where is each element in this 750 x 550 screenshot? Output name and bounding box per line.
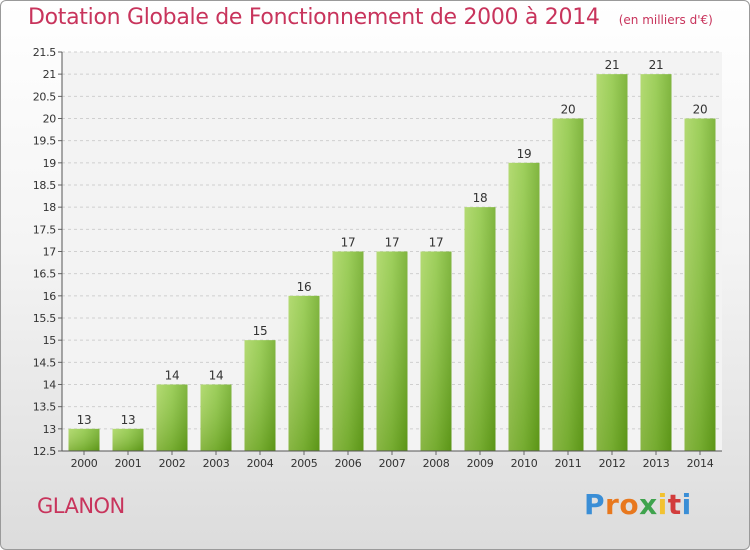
y-tick-label: 20 bbox=[43, 113, 57, 126]
bar-shade bbox=[244, 340, 276, 451]
x-tick-label: 2009 bbox=[467, 457, 494, 470]
x-tick-label: 2013 bbox=[643, 457, 670, 470]
x-tick-label: 2003 bbox=[203, 457, 230, 470]
bar-shade bbox=[508, 162, 540, 452]
x-tick-label: 2010 bbox=[511, 457, 538, 470]
bar-value-label: 17 bbox=[341, 236, 356, 250]
bar-value-label: 15 bbox=[253, 324, 268, 338]
bar-value-label: 14 bbox=[165, 369, 180, 383]
x-tick-label: 2014 bbox=[687, 457, 714, 470]
bar-value-label: 14 bbox=[209, 369, 224, 383]
bar-value-label: 19 bbox=[517, 147, 532, 161]
y-tick-label: 17 bbox=[43, 246, 57, 259]
bar-shade bbox=[288, 295, 320, 451]
bar-shade bbox=[420, 251, 452, 451]
y-tick-label: 19 bbox=[43, 157, 57, 170]
x-tick-label: 2008 bbox=[423, 457, 450, 470]
x-tick-label: 2007 bbox=[379, 457, 406, 470]
bar-value-label: 13 bbox=[77, 413, 92, 427]
y-tick-label: 16 bbox=[43, 290, 57, 303]
y-tick-label: 14 bbox=[43, 379, 57, 392]
bar-shade bbox=[684, 118, 716, 451]
x-tick-label: 2005 bbox=[291, 457, 318, 470]
town-name: GLANON bbox=[37, 494, 125, 518]
bar-value-label: 21 bbox=[649, 58, 664, 72]
x-tick-label: 2006 bbox=[335, 457, 362, 470]
bar-shade bbox=[200, 384, 232, 451]
x-tick-label: 2001 bbox=[115, 457, 142, 470]
bar-shade bbox=[112, 428, 144, 451]
bar-value-label: 13 bbox=[121, 413, 136, 427]
bar-shade bbox=[552, 118, 584, 451]
bar-shade bbox=[156, 384, 188, 451]
y-tick-label: 13.5 bbox=[33, 401, 57, 414]
bar-value-label: 16 bbox=[297, 280, 312, 294]
x-tick-label: 2004 bbox=[247, 457, 274, 470]
proxiti-logo: Proxiti bbox=[584, 488, 692, 521]
bar-shade bbox=[68, 428, 100, 451]
y-tick-label: 14.5 bbox=[33, 356, 57, 369]
bar-value-label: 20 bbox=[693, 103, 708, 117]
bar-shade bbox=[332, 251, 364, 451]
bar-shade bbox=[596, 74, 628, 452]
bar-value-label: 20 bbox=[561, 103, 576, 117]
bar-value-label: 18 bbox=[473, 191, 488, 205]
y-tick-label: 19.5 bbox=[33, 135, 57, 148]
y-tick-label: 18 bbox=[43, 201, 57, 214]
bar-value-label: 17 bbox=[385, 236, 400, 250]
chart-subtitle: (en milliers d'€) bbox=[618, 13, 713, 27]
y-tick-label: 17.5 bbox=[33, 223, 57, 236]
y-tick-label: 21.5 bbox=[33, 46, 57, 59]
x-tick-label: 2002 bbox=[159, 457, 186, 470]
y-tick-label: 18.5 bbox=[33, 179, 57, 192]
y-tick-label: 15.5 bbox=[33, 312, 57, 325]
x-tick-label: 2011 bbox=[555, 457, 582, 470]
bar-shade bbox=[640, 74, 672, 452]
x-tick-label: 2000 bbox=[71, 457, 98, 470]
bar-shade bbox=[376, 251, 408, 451]
y-tick-label: 12.5 bbox=[33, 445, 57, 458]
bar-value-label: 21 bbox=[605, 58, 620, 72]
bar-value-label: 17 bbox=[429, 236, 444, 250]
x-tick-label: 2012 bbox=[599, 457, 626, 470]
title-row: Dotation Globale de Fonctionnement de 20… bbox=[28, 5, 713, 30]
y-tick-label: 16.5 bbox=[33, 268, 57, 281]
bar-shade bbox=[464, 207, 496, 451]
y-tick-label: 21 bbox=[43, 68, 56, 81]
y-tick-label: 20.5 bbox=[33, 90, 57, 103]
y-tick-label: 13 bbox=[43, 423, 57, 436]
y-tick-label: 15 bbox=[43, 334, 57, 347]
chart-title: Dotation Globale de Fonctionnement de 20… bbox=[28, 5, 600, 30]
